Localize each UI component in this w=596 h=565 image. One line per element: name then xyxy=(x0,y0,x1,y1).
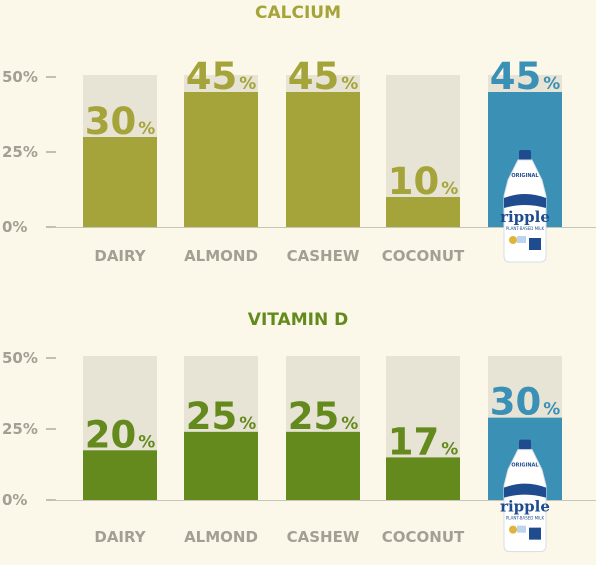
data-label: 17% xyxy=(388,420,459,463)
category-label: COCONUT xyxy=(382,247,465,265)
bar xyxy=(386,197,460,227)
chart-vitamin-d: VITAMIN D 0% 25% 50% 20 % DAIRY 25 % ALMOND 25 % CAS… xyxy=(2,310,596,553)
data-label-value: 45 xyxy=(186,55,238,98)
data-label-value: 10 xyxy=(388,160,440,203)
data-label: 30% xyxy=(85,100,156,143)
data-label-value: 45 xyxy=(288,55,340,98)
category-label: DAIRY xyxy=(94,528,146,546)
bottle-subtitle: PLANT-BASED MILK xyxy=(506,516,545,521)
data-label-value: 25 xyxy=(186,395,238,438)
data-label-value: 45 xyxy=(490,55,542,98)
bar xyxy=(286,431,360,500)
data-label-unit: % xyxy=(239,74,256,94)
bottle-band xyxy=(504,194,546,208)
y-tick-label: 0% xyxy=(2,491,27,509)
category-label: CASHEW xyxy=(287,528,360,546)
data-label-value: 20 xyxy=(85,413,137,456)
data-label-value: 30 xyxy=(85,100,137,143)
chart-title: CALCIUM xyxy=(255,3,341,23)
data-label: 25% xyxy=(288,395,359,438)
y-tick-label: 50% xyxy=(2,349,38,367)
data-label-value: 30 xyxy=(490,381,542,424)
data-label: 30% xyxy=(490,381,561,424)
bottle-subtitle: PLANT-BASED MILK xyxy=(506,226,545,231)
data-label-unit: % xyxy=(138,432,155,452)
data-label: 20% xyxy=(85,413,156,456)
bottle-tag: ORIGINAL xyxy=(511,173,539,179)
data-label-value: 25 xyxy=(288,395,340,438)
data-label-unit: % xyxy=(543,400,560,420)
bottle-cap xyxy=(519,150,531,160)
bottle-band xyxy=(504,483,546,498)
y-tick-label: 25% xyxy=(2,420,38,438)
data-label: 45% xyxy=(186,55,257,98)
bar xyxy=(184,431,258,500)
bottle-badge xyxy=(509,236,517,244)
category-label: COCONUT xyxy=(382,528,465,546)
bottle-cap xyxy=(519,439,531,450)
bottle-label-box xyxy=(529,527,541,540)
y-tick-label: 50% xyxy=(2,68,38,86)
bar xyxy=(83,450,157,500)
data-label-unit: % xyxy=(138,119,155,139)
data-label-unit: % xyxy=(239,414,256,434)
category-label: ALMOND xyxy=(184,528,258,546)
category-label: ALMOND xyxy=(184,247,258,265)
data-label-unit: % xyxy=(441,439,458,459)
chart-title: VITAMIN D xyxy=(248,310,348,330)
bottle-label-box xyxy=(529,238,541,250)
data-label-unit: % xyxy=(341,74,358,94)
data-label: 45% xyxy=(490,55,561,98)
bottle-brand: ripple xyxy=(500,208,550,226)
y-tick-label: 0% xyxy=(2,218,27,236)
data-label-value: 17 xyxy=(388,420,440,463)
data-label: 25% xyxy=(186,395,257,438)
bottle-label-box xyxy=(517,236,526,243)
bottle-badge xyxy=(509,525,517,534)
bar xyxy=(184,92,258,227)
category-label: DAIRY xyxy=(94,247,146,265)
y-tick-label: 25% xyxy=(2,143,38,161)
data-label-unit: % xyxy=(543,74,560,94)
bottle-label-box xyxy=(517,525,526,533)
data-label-unit: % xyxy=(441,179,458,199)
bar xyxy=(83,137,157,227)
data-label-unit: % xyxy=(341,414,358,434)
bar xyxy=(386,457,460,500)
bottle-tag: ORIGINAL xyxy=(511,463,539,469)
bottle-brand: ripple xyxy=(500,498,550,516)
category-label: CASHEW xyxy=(287,247,360,265)
data-label: 45% xyxy=(288,55,359,98)
bar xyxy=(286,92,360,227)
data-label: 10% xyxy=(388,160,459,203)
chart-calcium: CALCIUM 0% 25% 50% 30 % DAIRY 45 % ALMOND 45 % CASHE… xyxy=(2,3,596,265)
